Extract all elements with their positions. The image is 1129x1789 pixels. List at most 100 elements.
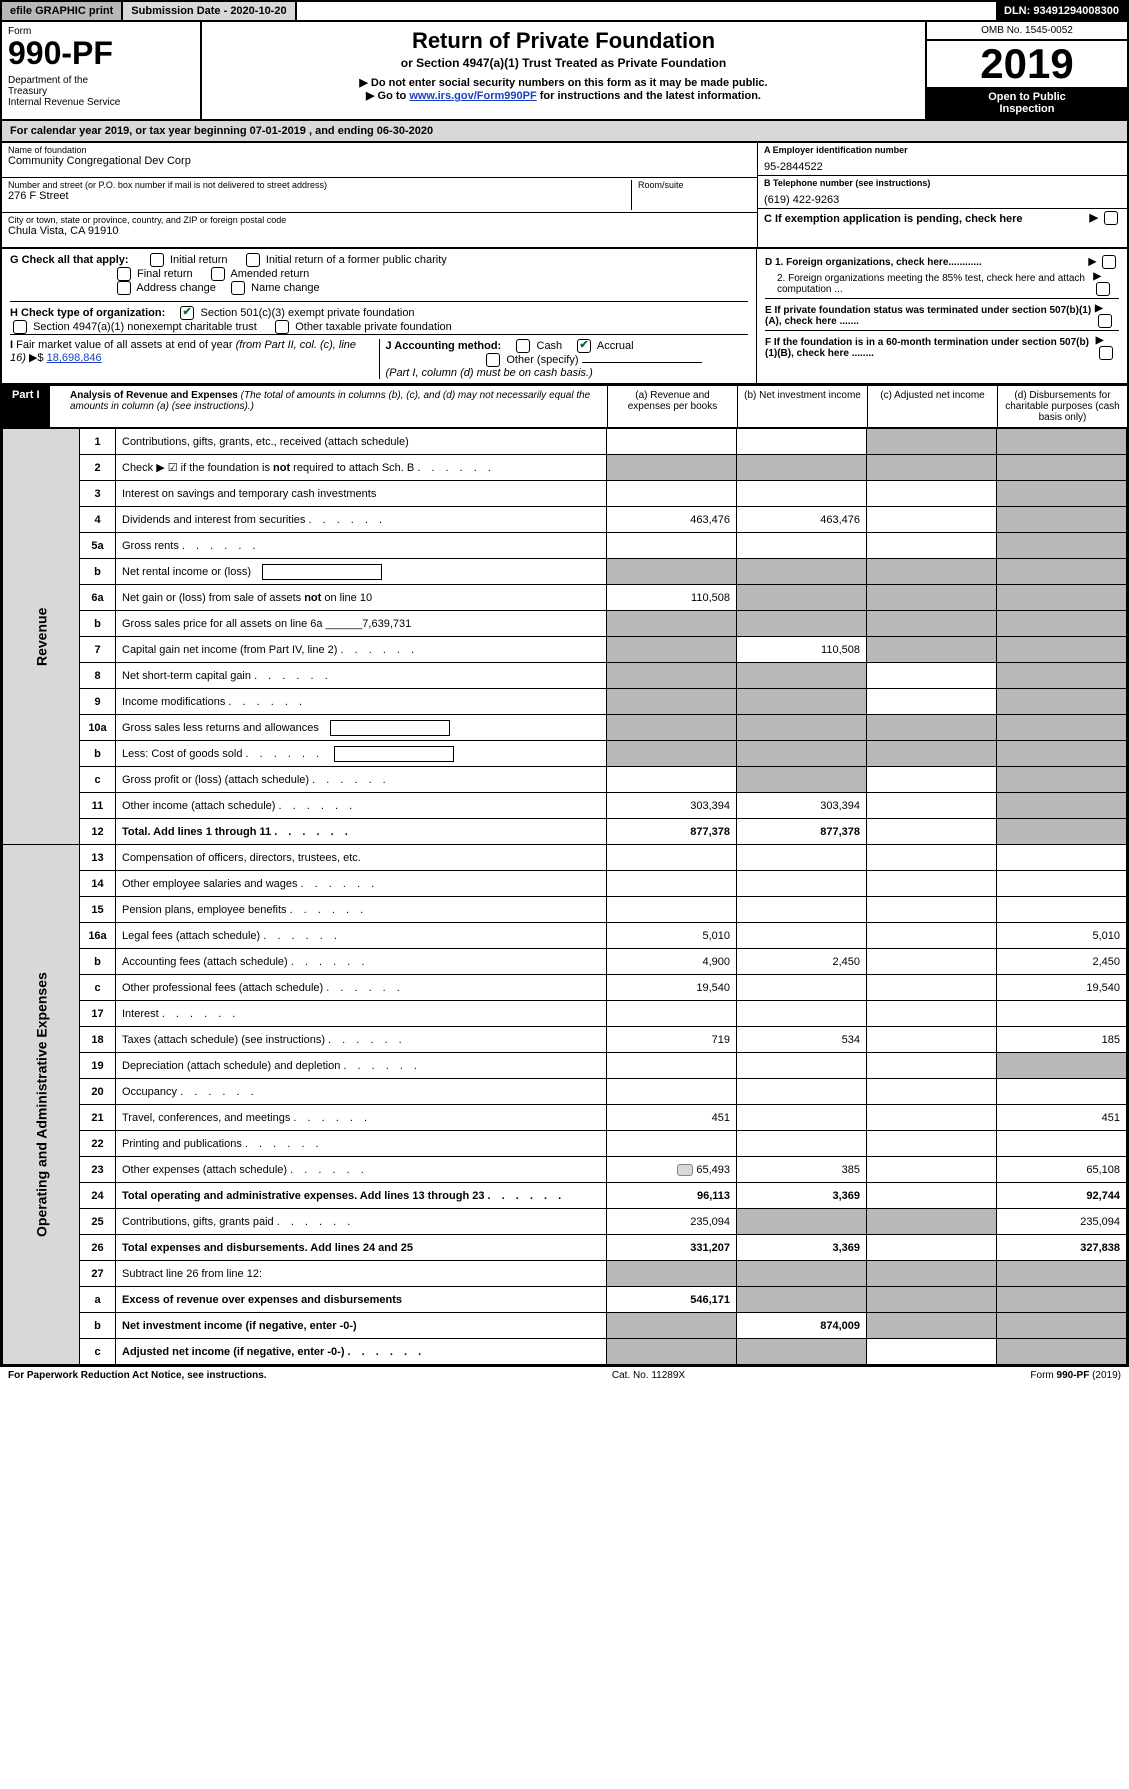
c-label: C If exemption application is pending, c…: [764, 213, 1023, 225]
amt-col-c: [867, 845, 997, 871]
amt-col-c: [867, 663, 997, 689]
amt-col-d: 185: [997, 1027, 1127, 1053]
amt-col-c: [867, 637, 997, 663]
line-desc: Net rental income or (loss): [116, 559, 607, 585]
amt-col-a: [607, 1339, 737, 1365]
j-cash[interactable]: [516, 339, 530, 353]
line-desc: Total. Add lines 1 through 11 . . . . . …: [116, 819, 607, 845]
amt-col-b: [737, 767, 867, 793]
g-initial-former[interactable]: [246, 253, 260, 267]
d1-checkbox[interactable]: [1102, 255, 1116, 269]
j-other[interactable]: [486, 353, 500, 367]
amt-col-c: [867, 1261, 997, 1287]
amt-col-b: 3,369: [737, 1183, 867, 1209]
amt-col-b: 534: [737, 1027, 867, 1053]
amt-col-c: [867, 1027, 997, 1053]
amt-col-d: [997, 1287, 1127, 1313]
d1-label: D 1. Foreign organizations, check here..…: [765, 257, 982, 268]
amt-col-d: [997, 741, 1127, 767]
c-cell: C If exemption application is pending, c…: [758, 209, 1127, 227]
col-c-header: (c) Adjusted net income: [867, 386, 997, 427]
form-number: 990-PF: [8, 37, 194, 69]
amt-col-d: 451: [997, 1105, 1127, 1131]
amt-col-b: [737, 1105, 867, 1131]
efile-label: efile GRAPHIC print: [2, 2, 123, 20]
g-name-change[interactable]: [231, 281, 245, 295]
line-desc: Other income (attach schedule) . . . . .…: [116, 793, 607, 819]
amt-col-b: [737, 1261, 867, 1287]
line-desc: Other professional fees (attach schedule…: [116, 975, 607, 1001]
amt-col-a: 19,540: [607, 975, 737, 1001]
footer-right: Form 990-PF (2019): [1030, 1370, 1121, 1381]
amt-col-a: [607, 663, 737, 689]
amt-col-b: 385: [737, 1157, 867, 1183]
h-4947[interactable]: [13, 320, 27, 334]
amt-col-a: 719: [607, 1027, 737, 1053]
e-checkbox[interactable]: [1098, 314, 1112, 328]
c-checkbox[interactable]: [1104, 211, 1118, 225]
open-public: Open to PublicInspection: [927, 87, 1127, 119]
amt-col-c: [867, 923, 997, 949]
line-desc: Gross profit or (loss) (attach schedule)…: [116, 767, 607, 793]
line-desc: Printing and publications . . . . . .: [116, 1131, 607, 1157]
g-initial-return[interactable]: [150, 253, 164, 267]
amt-col-d: 92,744: [997, 1183, 1127, 1209]
g-amended[interactable]: [211, 267, 225, 281]
line-no: b: [80, 559, 116, 585]
amt-col-c: [867, 1053, 997, 1079]
g-address-change[interactable]: [117, 281, 131, 295]
amt-col-c: [867, 741, 997, 767]
amt-col-d: [997, 481, 1127, 507]
amt-col-c: [867, 1001, 997, 1027]
line-no: 9: [80, 689, 116, 715]
f-checkbox[interactable]: [1099, 346, 1113, 360]
g-row: G Check all that apply: Initial return I…: [10, 253, 748, 295]
amt-col-c: [867, 871, 997, 897]
line-desc: Net investment income (if negative, ente…: [116, 1313, 607, 1339]
amt-col-d: [997, 429, 1127, 455]
line-desc: Other expenses (attach schedule) . . . .…: [116, 1157, 607, 1183]
amt-col-d: [997, 767, 1127, 793]
amt-col-c: [867, 1339, 997, 1365]
irs-link[interactable]: www.irs.gov/Form990PF: [409, 90, 536, 102]
amt-col-b: 110,508: [737, 637, 867, 663]
amt-col-c: [867, 975, 997, 1001]
phone-cell: B Telephone number (see instructions) (6…: [758, 176, 1127, 209]
form-header: Form 990-PF Department of theTreasuryInt…: [2, 22, 1127, 121]
amt-col-c: [867, 715, 997, 741]
g-final-return[interactable]: [117, 267, 131, 281]
tax-year: 2019: [927, 41, 1127, 87]
line-no: b: [80, 741, 116, 767]
amt-col-d: [997, 793, 1127, 819]
amt-col-d: [997, 1261, 1127, 1287]
city-label: City or town, state or province, country…: [8, 215, 751, 225]
j-accrual[interactable]: [577, 339, 591, 353]
d2-checkbox[interactable]: [1096, 282, 1110, 296]
amt-col-a: 65,493: [607, 1157, 737, 1183]
h-501c3[interactable]: [180, 306, 194, 320]
name-cell: Name of foundation Community Congregatio…: [2, 143, 757, 178]
fmv-link[interactable]: 18,698,846: [47, 352, 102, 364]
line-no: 20: [80, 1079, 116, 1105]
amt-col-a: [607, 767, 737, 793]
amt-col-b: [737, 559, 867, 585]
g-label: G Check all that apply:: [10, 254, 129, 266]
amt-col-d: [997, 533, 1127, 559]
line-desc: Excess of revenue over expenses and disb…: [116, 1287, 607, 1313]
line-desc: Contributions, gifts, grants paid . . . …: [116, 1209, 607, 1235]
amt-col-d: [997, 871, 1127, 897]
line-desc: Taxes (attach schedule) (see instruction…: [116, 1027, 607, 1053]
amt-col-d: [997, 715, 1127, 741]
schedule-icon[interactable]: [677, 1164, 693, 1176]
amt-col-b: [737, 663, 867, 689]
d2-label: 2. Foreign organizations meeting the 85%…: [765, 273, 1093, 295]
amt-col-b: [737, 975, 867, 1001]
line-no: 27: [80, 1261, 116, 1287]
amt-col-c: [867, 1183, 997, 1209]
h-other-taxable[interactable]: [275, 320, 289, 334]
amt-col-c: [867, 1079, 997, 1105]
amt-col-b: [737, 715, 867, 741]
street-address: 276 F Street: [8, 190, 631, 202]
ein-label: A Employer identification number: [764, 145, 1121, 155]
amt-col-d: 327,838: [997, 1235, 1127, 1261]
